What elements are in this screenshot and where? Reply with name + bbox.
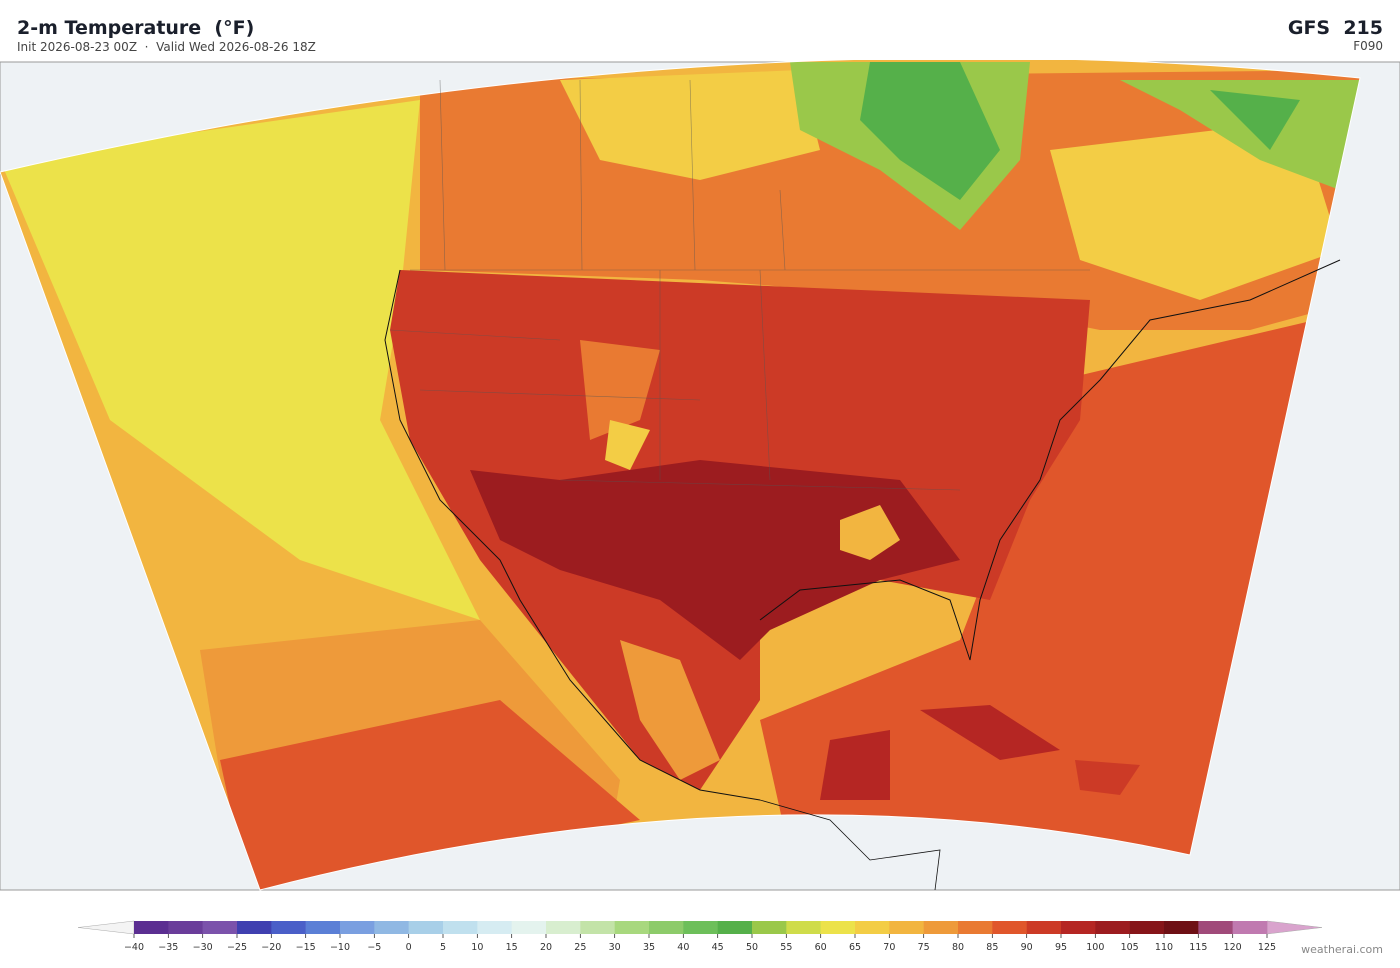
colorbar-tick-label: 55 <box>780 942 792 953</box>
borders <box>389 79 1090 491</box>
colorbar: −40 −35 −30 −25 −20 −15 −10 −5 0 5 10 15 20 25 30 35 40 4… <box>77 920 1323 953</box>
colorbar-bin <box>1026 921 1062 934</box>
colorbar-tick-label: 115 <box>1189 942 1207 953</box>
colorbar-tick-label: 110 <box>1155 942 1173 953</box>
colorbar-tick-label: −40 <box>124 942 144 953</box>
colorbar-tick-label: 125 <box>1258 942 1276 953</box>
model-name: GFS 215 <box>1288 17 1383 39</box>
colorbar-bin <box>511 921 547 934</box>
colorbar-tick-label: 45 <box>712 942 724 953</box>
colorbar-tick-label: −15 <box>296 942 316 953</box>
colorbar-tick-label: 95 <box>1055 942 1067 953</box>
map <box>0 57 1400 891</box>
colorbar-tick-label: 80 <box>952 942 964 953</box>
colorbar-bin <box>202 921 238 934</box>
colorbar-bin <box>134 921 169 934</box>
colorbar-tick-label: 90 <box>1021 942 1033 953</box>
temperature-field <box>0 60 1360 891</box>
domain-edge <box>0 57 1361 891</box>
colorbar-tick-label: 35 <box>643 942 655 953</box>
colorbar-bin <box>477 921 512 934</box>
colorbar-bin <box>992 921 1027 934</box>
colorbar-tick-label: −20 <box>261 942 281 953</box>
colorbar-over <box>1266 920 1323 935</box>
colorbar-bin <box>408 921 444 934</box>
colorbar-tick-label: 50 <box>746 942 758 953</box>
colorbar-bin <box>580 921 615 934</box>
colorbar-bin <box>923 921 959 934</box>
forecast-hour: F090 <box>1353 39 1383 53</box>
colorbar-bin <box>1164 921 1199 934</box>
coastline-central-america <box>759 799 941 891</box>
colorbar-under <box>77 920 135 935</box>
colorbar-tick-label: 70 <box>883 942 895 953</box>
colorbar-bin <box>305 921 341 934</box>
colorbar-bin <box>271 921 306 934</box>
colorbar-bin <box>1232 921 1268 934</box>
colorbar-bin <box>237 921 272 934</box>
credit: weatherai.com <box>1301 943 1383 956</box>
colorbar-tick-label: 30 <box>609 942 621 953</box>
colorbar-bin <box>1129 921 1165 934</box>
colorbar-tick-label: 65 <box>849 942 861 953</box>
colorbar-bin <box>443 921 478 934</box>
colorbar-bin <box>546 921 581 934</box>
map-subtitle: Init 2026-08-23 00Z · Valid Wed 2026-08-… <box>17 40 316 54</box>
colorbar-tick-label: 105 <box>1121 942 1139 953</box>
colorbar-bin <box>855 921 890 934</box>
colorbar-bin <box>614 921 650 934</box>
colorbar-bin <box>786 921 821 934</box>
colorbar-bin <box>683 921 718 934</box>
colorbar-tick-label: 100 <box>1086 942 1104 953</box>
colorbar-tick-label: 20 <box>540 942 552 953</box>
colorbar-tick-label: −25 <box>227 942 247 953</box>
colorbar-tick-label: 75 <box>918 942 930 953</box>
colorbar-tick-label: 25 <box>574 942 586 953</box>
colorbar-bin <box>374 921 409 934</box>
colorbar-tick-label: 15 <box>506 942 518 953</box>
colorbar-tick-label: 10 <box>471 942 483 953</box>
colorbar-bin <box>958 921 993 934</box>
colorbar-bin <box>340 921 375 934</box>
colorbar-bin <box>752 921 787 934</box>
coastline <box>384 259 1341 801</box>
colorbar-tick-label: 85 <box>986 942 998 953</box>
colorbar-tick-label: 0 <box>406 942 412 953</box>
colorbar-bin <box>168 921 203 934</box>
colorbar-bin <box>889 921 924 934</box>
colorbar-tick-label: 60 <box>815 942 827 953</box>
colorbar-tick-label: −10 <box>330 942 350 953</box>
colorbar-tick-label: −30 <box>193 942 213 953</box>
colorbar-tick-label: 5 <box>440 942 446 953</box>
colorbar-tick-label: 40 <box>677 942 689 953</box>
colorbar-bin <box>1095 921 1130 934</box>
map-title: 2-m Temperature (°F) <box>17 17 254 39</box>
colorbar-bin <box>1198 921 1233 934</box>
colorbar-tick-label: −35 <box>158 942 178 953</box>
colorbar-bin <box>1061 921 1096 934</box>
colorbar-bin <box>649 921 684 934</box>
colorbar-tick-label: 120 <box>1224 942 1242 953</box>
colorbar-tick-label: −5 <box>367 942 381 953</box>
colorbar-bin <box>820 921 856 934</box>
colorbar-bin <box>717 921 753 934</box>
